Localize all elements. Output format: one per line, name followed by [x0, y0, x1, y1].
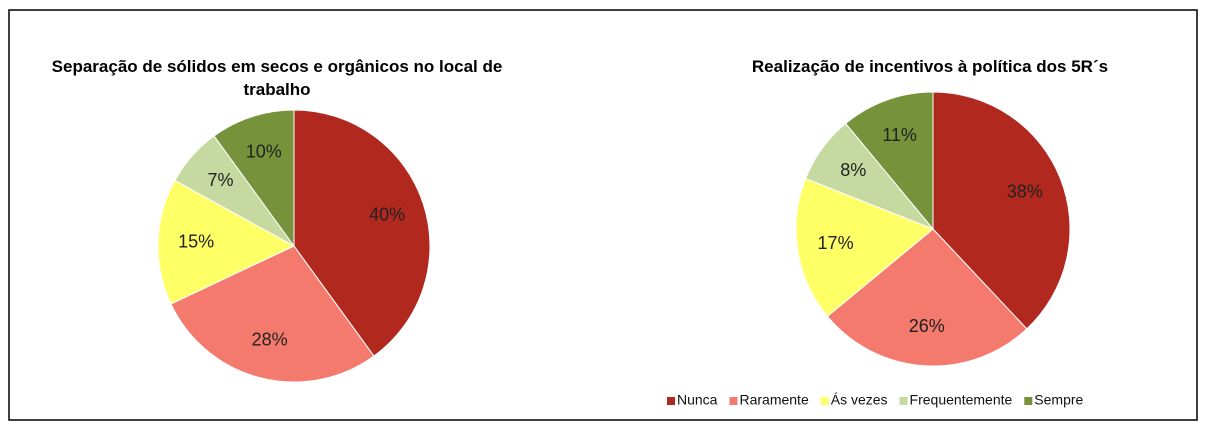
legend-label: Frequentemente: [910, 392, 1013, 408]
pie-slice: [795, 177, 934, 318]
pie-slice: [293, 109, 431, 357]
data-label: 15%: [178, 232, 214, 252]
legend-label: Raramente: [739, 392, 808, 408]
pie-slice: [932, 91, 1071, 330]
chart-title: Separação de sólidos em secos e orgânico…: [51, 57, 503, 99]
pie-slice: [213, 109, 295, 248]
data-label: 10%: [246, 142, 282, 162]
legend-label: Sempre: [1034, 392, 1083, 408]
pie-slice: [844, 91, 934, 231]
pie-slice: [826, 228, 1028, 367]
legend-swatch: [667, 397, 675, 405]
data-label: 8%: [840, 160, 866, 180]
data-label: 40%: [369, 204, 405, 224]
data-label: 38%: [1007, 181, 1043, 201]
pie-slice: [170, 245, 375, 383]
data-label: 17%: [818, 233, 854, 253]
chart-title: Realização de incentivos à política dos …: [751, 57, 1109, 76]
legend-swatch: [820, 397, 829, 405]
data-label: 7%: [208, 170, 234, 190]
data-label: 26%: [909, 316, 945, 336]
legend-swatch: [899, 397, 908, 405]
pie-slice: [157, 179, 296, 305]
data-label: 11%: [882, 125, 917, 145]
legend-swatch: [729, 397, 738, 405]
data-label: 28%: [252, 330, 288, 350]
legend-label: Nunca: [677, 392, 718, 408]
legend-label: Ás vezes: [831, 392, 888, 408]
legend-swatch: [1024, 397, 1033, 405]
